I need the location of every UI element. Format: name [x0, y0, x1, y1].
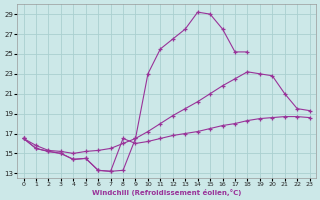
X-axis label: Windchill (Refroidissement éolien,°C): Windchill (Refroidissement éolien,°C)	[92, 189, 241, 196]
